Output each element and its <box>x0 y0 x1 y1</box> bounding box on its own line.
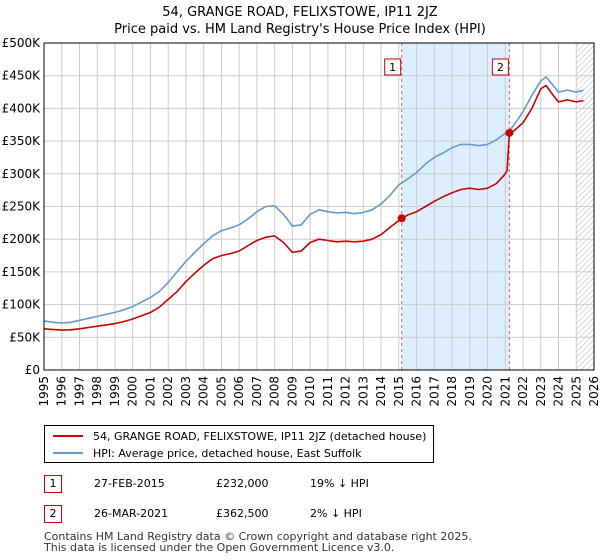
legend-swatch-property <box>53 435 83 437</box>
x-tick-label: 2005 <box>214 376 228 407</box>
plot-frame <box>43 42 595 371</box>
price-chart: 1 2 £0 £50K £100K £150K £200K £250K £300K £350K £4… <box>2 36 600 407</box>
x-tick-label: 2007 <box>250 376 264 407</box>
legend-label-hpi: HPI: Average price, detached house, East… <box>93 446 362 460</box>
x-tick-label: 2016 <box>410 376 424 407</box>
x-tick-label: 2012 <box>339 376 353 407</box>
sale-marker-label: 2 <box>497 61 504 74</box>
y-tick-label: £350K <box>2 134 42 148</box>
sale-marker-box <box>491 58 509 76</box>
chart-legend: 54, GRANGE ROAD, FELIXSTOWE, IP11 2JZ (d… <box>44 425 434 463</box>
y-tick-label: £150K <box>2 265 42 279</box>
y-tick-label: £400K <box>2 101 42 115</box>
y-tick-label: £50K <box>9 330 41 344</box>
x-tick-label: 2017 <box>427 376 441 407</box>
x-tick-label: 2000 <box>126 376 140 407</box>
x-tick-label: 2022 <box>516 376 530 407</box>
sale-row: 2 26-MAR-2021 £362,500 2% ↓ HPI <box>44 505 384 525</box>
x-tick-label: 2018 <box>445 376 459 407</box>
sale-hpi-delta: 2% ↓ HPI <box>310 507 362 520</box>
x-tick-label: 2011 <box>321 376 335 407</box>
legend-swatch-hpi <box>53 452 83 454</box>
sale-marker-box <box>384 58 402 76</box>
x-tick-label: 2026 <box>587 376 600 407</box>
x-tick-label: 1995 <box>37 376 51 407</box>
footer-line1: Contains HM Land Registry data © Crown c… <box>44 530 472 543</box>
y-tick-label: £0 <box>25 363 40 377</box>
y-tick-label: £500K <box>2 36 42 50</box>
sale-price: £232,000 <box>216 477 269 490</box>
x-tick-label: 2001 <box>143 376 157 407</box>
x-tick-label: 2002 <box>161 376 175 407</box>
x-tick-label: 2019 <box>463 376 477 407</box>
footer-line2: This data is licensed under the Open Gov… <box>44 541 395 554</box>
legend-item-hpi: HPI: Average price, detached house, East… <box>53 445 362 461</box>
sale-point <box>505 128 514 137</box>
y-tick-label: £100K <box>2 298 42 312</box>
y-tick-label: £250K <box>2 200 42 214</box>
sale-row: 1 27-FEB-2015 £232,000 19% ↓ HPI <box>44 475 384 495</box>
y-tick-label: £450K <box>2 69 42 83</box>
chart-title-line1: 54, GRANGE ROAD, FELIXSTOWE, IP11 2JZ <box>162 5 438 20</box>
x-tick-label: 1998 <box>90 376 104 407</box>
legend-item-property: 54, GRANGE ROAD, FELIXSTOWE, IP11 2JZ (d… <box>53 428 426 444</box>
y-tick-label: £300K <box>2 167 42 181</box>
chart-title: 54, GRANGE ROAD, FELIXSTOWE, IP11 2JZ Pr… <box>0 4 600 38</box>
x-tick-label: 2025 <box>569 376 583 407</box>
x-tick-label: 2023 <box>534 376 548 407</box>
y-tick-label: £200K <box>2 232 42 246</box>
sale-date: 26-MAR-2021 <box>94 507 169 520</box>
sale-marker-label: 1 <box>389 61 396 74</box>
sale-number-badge: 2 <box>44 505 62 523</box>
x-tick-label: 2004 <box>197 376 211 407</box>
sale-point <box>397 214 406 223</box>
x-tick-label: 2013 <box>356 376 370 407</box>
footer-attribution: Contains HM Land Registry data © Crown c… <box>44 531 472 553</box>
sale-hpi-delta: 19% ↓ HPI <box>310 477 369 490</box>
x-tick-label: 1997 <box>72 376 86 407</box>
x-tick-label: 2006 <box>232 376 246 407</box>
x-tick-label: 2010 <box>303 376 317 407</box>
x-tick-label: 2021 <box>498 376 512 407</box>
sale-price: £362,500 <box>216 507 269 520</box>
sale-number-badge: 1 <box>44 475 62 493</box>
x-tick-label: 1999 <box>108 376 122 407</box>
legend-label-property: 54, GRANGE ROAD, FELIXSTOWE, IP11 2JZ (d… <box>93 429 427 443</box>
x-tick-label: 2015 <box>392 376 406 407</box>
chart-title-line2: Price paid vs. HM Land Registry's House … <box>114 22 486 37</box>
sale-date: 27-FEB-2015 <box>94 477 165 490</box>
x-tick-label: 1996 <box>55 376 69 407</box>
x-tick-label: 2020 <box>481 376 495 407</box>
x-tick-label: 2008 <box>268 376 282 407</box>
x-tick-label: 2003 <box>179 376 193 407</box>
x-tick-label: 2014 <box>374 376 388 407</box>
x-tick-label: 2024 <box>552 376 566 407</box>
x-tick-label: 2009 <box>285 376 299 407</box>
series-line-property <box>43 84 584 331</box>
